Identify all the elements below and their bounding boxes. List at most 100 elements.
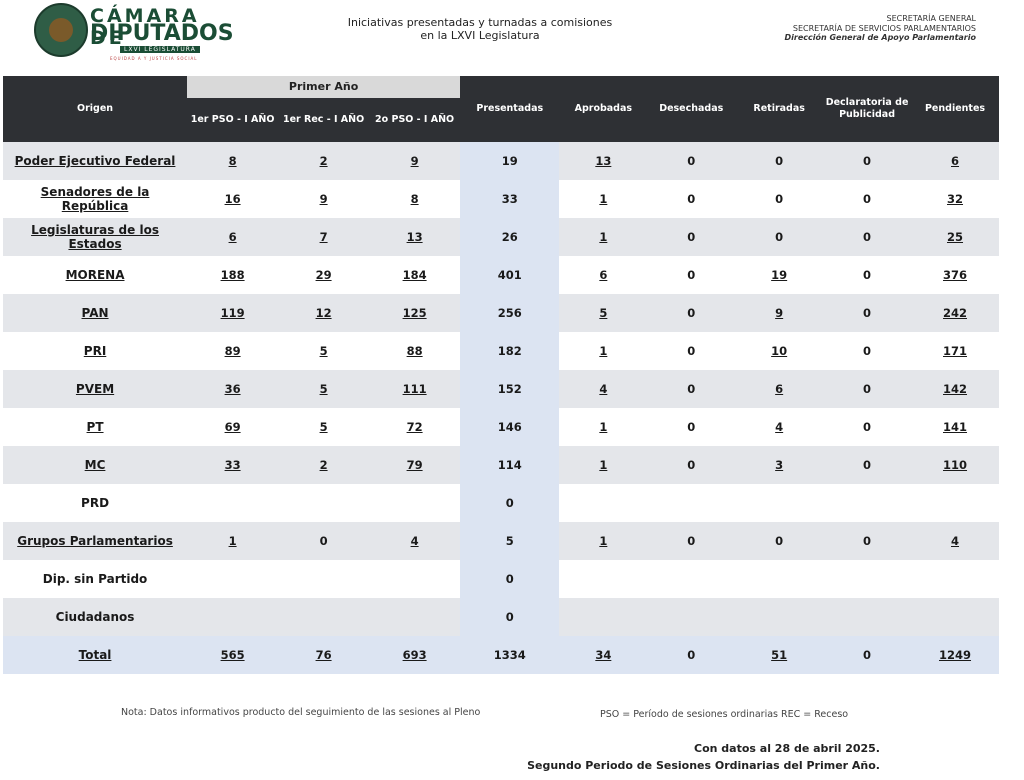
cell-link-p2[interactable]: 9 — [319, 192, 328, 206]
cell-link-pendientes[interactable]: 141 — [943, 420, 968, 434]
cell-link-p1[interactable]: 16 — [224, 192, 241, 206]
cell-link-p2[interactable]: 5 — [319, 420, 328, 434]
cell-link-aprobadas[interactable]: 1 — [599, 534, 608, 548]
cell-value-origen: PRD — [81, 496, 110, 510]
cell-link-p1[interactable]: 565 — [220, 648, 245, 662]
cell-link-aprobadas[interactable]: 4 — [599, 382, 608, 396]
cell-link-p3[interactable]: 9 — [410, 154, 419, 168]
table-row: PRI 89 5 88 182 1 0 10 0 171 — [3, 332, 999, 370]
cell-presentadas: 114 — [460, 446, 560, 484]
cell-link-aprobadas[interactable]: 1 — [599, 458, 608, 472]
cell-aprobadas: 1 — [559, 408, 648, 446]
cell-link-pendientes[interactable]: 171 — [943, 344, 968, 358]
cell-p2 — [278, 484, 370, 522]
cell-p1: 36 — [187, 370, 279, 408]
cell-link-origen[interactable]: Legislaturas de los Estados — [31, 223, 159, 251]
cell-desechadas: 0 — [647, 256, 736, 294]
cell-link-aprobadas[interactable]: 6 — [599, 268, 608, 282]
cell-link-origen[interactable]: MORENA — [65, 268, 125, 282]
cell-link-pendientes[interactable]: 110 — [943, 458, 968, 472]
cell-link-p1[interactable]: 89 — [224, 344, 241, 358]
cell-link-pendientes[interactable]: 4 — [951, 534, 960, 548]
cell-link-p1[interactable]: 1 — [228, 534, 237, 548]
cell-desechadas: 0 — [647, 636, 736, 674]
logo-text-legislatura: LXVI LEGISLATURA — [120, 46, 200, 53]
cell-declaratoria — [823, 560, 912, 598]
cell-link-origen[interactable]: Grupos Parlamentarios — [17, 534, 173, 548]
cell-link-aprobadas[interactable]: 34 — [595, 648, 612, 662]
cell-link-origen[interactable]: PAN — [81, 306, 109, 320]
cell-origen: PAN — [3, 294, 188, 332]
cell-link-retiradas[interactable]: 51 — [771, 648, 788, 662]
cell-pendientes: 141 — [911, 408, 999, 446]
cell-link-p1[interactable]: 188 — [220, 268, 245, 282]
cell-link-pendientes[interactable]: 6 — [951, 154, 960, 168]
cell-value-declaratoria: 0 — [863, 268, 872, 282]
cell-link-p3[interactable]: 8 — [410, 192, 419, 206]
cell-link-p1[interactable]: 119 — [220, 306, 245, 320]
cell-pendientes: 6 — [911, 142, 999, 180]
cell-link-p2[interactable]: 5 — [319, 344, 328, 358]
cell-link-pendientes[interactable]: 142 — [943, 382, 968, 396]
cell-link-retiradas[interactable]: 9 — [775, 306, 784, 320]
cell-link-origen[interactable]: Senadores de la República — [40, 185, 150, 213]
cell-link-p1[interactable]: 33 — [224, 458, 241, 472]
cell-link-p2[interactable]: 2 — [319, 458, 328, 472]
cell-link-retiradas[interactable]: 4 — [775, 420, 784, 434]
cell-link-p1[interactable]: 6 — [228, 230, 237, 244]
cell-link-origen[interactable]: PRI — [83, 344, 107, 358]
cell-link-p1[interactable]: 8 — [228, 154, 237, 168]
cell-link-p3[interactable]: 184 — [402, 268, 427, 282]
cell-retiradas — [735, 598, 824, 636]
cell-link-origen[interactable]: Poder Ejecutivo Federal — [14, 154, 176, 168]
cell-p1: 16 — [187, 180, 279, 218]
cell-link-p2[interactable]: 12 — [315, 306, 332, 320]
cell-link-p3[interactable]: 13 — [406, 230, 423, 244]
cell-link-pendientes[interactable]: 32 — [947, 192, 964, 206]
cell-presentadas: 1334 — [460, 636, 560, 674]
cell-link-p2[interactable]: 76 — [315, 648, 332, 662]
cell-link-p2[interactable]: 29 — [315, 268, 332, 282]
table-row: MC 33 2 79 114 1 0 3 0 110 — [3, 446, 999, 484]
cell-origen: PT — [3, 408, 188, 446]
cell-link-p3[interactable]: 4 — [410, 534, 419, 548]
cell-link-p3[interactable]: 88 — [406, 344, 423, 358]
cell-link-retiradas[interactable]: 19 — [771, 268, 788, 282]
cell-link-p1[interactable]: 69 — [224, 420, 241, 434]
cell-link-retiradas[interactable]: 10 — [771, 344, 788, 358]
cell-value-declaratoria: 0 — [863, 192, 872, 206]
cell-link-origen[interactable]: PVEM — [75, 382, 115, 396]
col-group-primer-ano: Primer Año — [187, 76, 461, 98]
cell-link-p3[interactable]: 693 — [402, 648, 427, 662]
cell-link-p1[interactable]: 36 — [224, 382, 241, 396]
cell-link-pendientes[interactable]: 242 — [943, 306, 968, 320]
cell-link-p3[interactable]: 72 — [406, 420, 423, 434]
cell-link-p2[interactable]: 2 — [319, 154, 328, 168]
cell-link-p2[interactable]: 7 — [319, 230, 328, 244]
cell-declaratoria — [823, 598, 912, 636]
cell-link-origen[interactable]: MC — [84, 458, 106, 472]
cell-link-retiradas[interactable]: 6 — [775, 382, 784, 396]
cell-link-pendientes[interactable]: 376 — [943, 268, 968, 282]
cell-p1: 188 — [187, 256, 279, 294]
cell-link-aprobadas[interactable]: 1 — [599, 192, 608, 206]
cell-link-origen[interactable]: PT — [86, 420, 104, 434]
cell-link-aprobadas[interactable]: 1 — [599, 230, 608, 244]
cell-link-p3[interactable]: 111 — [402, 382, 427, 396]
cell-desechadas — [647, 484, 736, 522]
cell-presentadas: 0 — [460, 484, 560, 522]
cell-link-p3[interactable]: 125 — [402, 306, 427, 320]
cell-link-p3[interactable]: 79 — [406, 458, 423, 472]
cell-presentadas: 19 — [460, 142, 560, 180]
cell-link-aprobadas[interactable]: 1 — [599, 420, 608, 434]
cell-link-aprobadas[interactable]: 13 — [595, 154, 612, 168]
cell-link-pendientes[interactable]: 1249 — [939, 648, 972, 662]
cell-link-origen[interactable]: Total — [78, 648, 112, 662]
cell-link-retiradas[interactable]: 3 — [775, 458, 784, 472]
cell-link-pendientes[interactable]: 25 — [947, 230, 964, 244]
cell-link-aprobadas[interactable]: 5 — [599, 306, 608, 320]
cell-p1: 6 — [187, 218, 279, 256]
cell-retiradas: 3 — [735, 446, 824, 484]
cell-link-aprobadas[interactable]: 1 — [599, 344, 608, 358]
cell-link-p2[interactable]: 5 — [319, 382, 328, 396]
